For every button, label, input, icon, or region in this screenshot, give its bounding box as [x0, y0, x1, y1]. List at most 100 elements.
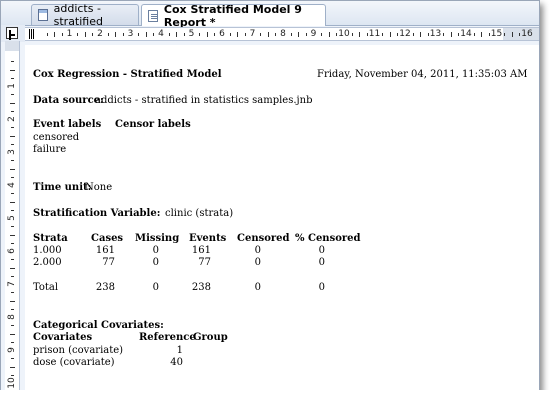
ruler-tick	[458, 33, 460, 36]
ruler-tick	[275, 33, 277, 36]
ruler-tick	[366, 33, 368, 36]
ruler-number: 11	[368, 29, 381, 39]
table-cell: dose (covariate)	[33, 357, 115, 368]
ruler-number: 9	[310, 29, 317, 39]
ruler-number: 6	[219, 29, 225, 39]
data-source-value: addicts - stratified in statistics sampl…	[95, 95, 313, 106]
ruler-tick	[420, 32, 422, 37]
strata-header: Strata	[33, 233, 68, 244]
strat-var-label: Stratification Variable:	[33, 208, 161, 219]
ruler-tick	[389, 32, 391, 37]
ruler-tick	[11, 292, 14, 294]
ruler-tick	[229, 33, 231, 36]
tab-addicts-stratified[interactable]: addicts - stratified	[31, 2, 139, 28]
table-cell: 0	[318, 257, 325, 268]
ruler-tick	[11, 110, 14, 112]
ruler-tick	[260, 33, 262, 36]
event-label-item: censored	[33, 132, 80, 143]
ruler-tick	[336, 33, 338, 36]
strat-var-value: clinic (strata)	[165, 208, 234, 219]
left-indent-marker-icon[interactable]	[29, 29, 35, 39]
tab-label: addicts - stratified	[53, 2, 103, 28]
ruler-tick	[11, 160, 14, 162]
data-source-label: Data source:	[33, 95, 104, 106]
ruler-tick	[214, 33, 216, 36]
top-margin-area	[5, 41, 19, 51]
ruler-tick	[11, 325, 14, 327]
horizontal-ruler[interactable]: 1 2 3 4 5 6 7 8 9 10 11 12 13 14 15 16	[25, 27, 539, 41]
report-timestamp: Friday, November 04, 2011, 11:35:03 AM	[317, 69, 528, 80]
ruler-tick	[321, 33, 323, 36]
ruler-tick	[54, 32, 56, 37]
ruler-tick	[11, 127, 14, 129]
ruler-number: 14	[460, 29, 472, 39]
ruler-number: 3	[127, 29, 134, 39]
table-cell: 40	[170, 357, 183, 368]
ruler-tick	[84, 32, 86, 37]
vertical-ruler[interactable]: 1 2 3 4 5 6 7 8 9 10	[5, 41, 20, 399]
ruler-tick	[328, 32, 330, 37]
ruler-tick	[138, 33, 140, 36]
ruler-number: 1	[66, 29, 73, 39]
ruler-number: 10	[338, 29, 350, 39]
ruler-tick	[153, 33, 155, 36]
ruler-tick	[488, 33, 490, 36]
ruler-tick	[122, 33, 124, 36]
covariates-header: Covariates	[33, 332, 93, 343]
ruler-tick	[11, 341, 14, 343]
torn-edge	[0, 390, 550, 408]
ruler-number: 6	[7, 248, 17, 254]
report-page[interactable]: Cox Regression - Stratified Model Friday…	[25, 45, 539, 399]
ruler-tick	[11, 193, 14, 195]
ruler-tick	[11, 176, 14, 178]
ruler-tick	[77, 33, 79, 36]
report-title: Cox Regression - Stratified Model	[33, 69, 222, 80]
ruler-tick	[267, 32, 269, 37]
ruler-number: 1	[7, 83, 17, 89]
censor-labels-header: Censor labels	[115, 119, 191, 130]
ruler-tick	[519, 33, 521, 36]
ruler-tick	[10, 201, 15, 203]
ruler-tick	[11, 61, 14, 63]
categorical-covariates-label: Categorical Covariates:	[33, 320, 164, 331]
table-cell: 1	[176, 345, 183, 356]
ruler-number: 16	[521, 29, 533, 39]
ruler-tick	[10, 135, 15, 137]
ruler-corner	[1, 25, 25, 42]
cases-header: Cases	[91, 233, 124, 244]
tab-label: Cox Stratified Model 9 Report *	[163, 2, 302, 29]
table-cell: 238	[191, 282, 211, 293]
report-window: addicts - stratified Cox Stratified Mode…	[0, 0, 540, 400]
ruler-tick	[11, 209, 14, 211]
ruler-tick	[10, 168, 15, 170]
tab-stop-selector-icon[interactable]	[6, 27, 18, 39]
ruler-tick	[176, 32, 178, 37]
ruler-tick	[511, 32, 513, 37]
ruler-number: 13	[429, 29, 442, 39]
ruler-tick	[11, 242, 14, 244]
ruler-tick	[11, 77, 14, 79]
ruler-tick	[61, 33, 63, 36]
ruler-tick	[168, 33, 170, 36]
table-cell: 238	[95, 282, 115, 293]
ruler-tick	[92, 33, 94, 36]
ruler-tick	[11, 94, 14, 96]
missing-header: Missing	[135, 233, 180, 244]
ruler-tick	[206, 32, 208, 37]
event-label-item: failure	[33, 144, 67, 155]
ruler-tick	[10, 267, 15, 269]
ruler-tick	[351, 33, 353, 36]
ruler-tick	[10, 300, 15, 302]
tab-cox-report[interactable]: Cox Stratified Model 9 Report *	[141, 2, 326, 29]
ruler-tick	[10, 102, 15, 104]
ruler-tick	[11, 374, 14, 376]
table-cell: 0	[254, 257, 261, 268]
ruler-tick	[11, 308, 14, 310]
table-cell: prison (covariate)	[33, 345, 124, 356]
time-unit-label: Time unit:	[33, 182, 92, 193]
ruler-number: 2	[7, 116, 17, 122]
ruler-tick	[10, 234, 15, 236]
right-margin-area	[503, 28, 539, 40]
ruler-tick	[359, 32, 361, 37]
table-cell: 77	[102, 257, 115, 268]
